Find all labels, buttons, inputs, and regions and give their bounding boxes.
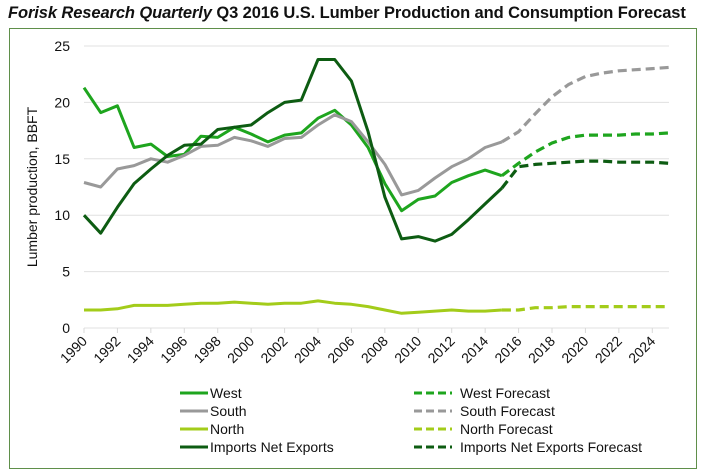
- series-line-imports-net-exports: [82, 58, 503, 243]
- legend: West South North Imports Net Exports West Fo…: [180, 385, 642, 455]
- y-tick-label: 15: [54, 151, 70, 167]
- x-tick-label: 2014: [458, 333, 491, 366]
- legend-item-south: South: [180, 403, 247, 419]
- chart-title-rest: Q3 2016 U.S. Lumber Production and Consu…: [211, 4, 686, 22]
- legend-label: West Forecast: [460, 385, 550, 401]
- legend-item-north-forecast: North Forecast: [414, 421, 553, 437]
- x-tick-label: 1998: [190, 333, 223, 366]
- legend-item-west-forecast: West Forecast: [414, 385, 550, 401]
- x-tick-label: 2004: [291, 333, 324, 366]
- y-tick-label: 25: [54, 38, 70, 54]
- y-axis-title: Lumber production, BBFT: [24, 106, 40, 267]
- x-tick-label: 2006: [324, 333, 357, 366]
- x-tick-label: 2020: [558, 333, 591, 366]
- legend-label: Imports Net Exports: [210, 439, 334, 455]
- legend-item-north: North: [180, 421, 244, 437]
- y-tick-label: 10: [54, 207, 70, 223]
- series-line-south-forecast: [501, 65, 670, 144]
- legend-item-imports-net-exports-forecast: Imports Net Exports Forecast: [414, 439, 642, 455]
- series-line-west: [82, 86, 503, 213]
- x-tick-label: 1990: [57, 333, 90, 366]
- x-axis: [83, 328, 653, 333]
- legend-label: North: [210, 421, 244, 437]
- series-lines: [82, 58, 670, 315]
- x-tick-label: 2008: [358, 333, 391, 366]
- legend-item-south-forecast: South Forecast: [414, 403, 555, 419]
- series-line-south: [83, 113, 503, 197]
- legend-label: West: [210, 385, 242, 401]
- x-tick-label: 2024: [625, 333, 658, 366]
- x-tick-label: 2002: [257, 333, 290, 366]
- x-tick-label: 2018: [525, 333, 558, 366]
- gridlines: [84, 45, 669, 329]
- y-tick-label: 20: [54, 94, 70, 110]
- series-line-north: [84, 299, 502, 315]
- x-tick-label: 2000: [224, 333, 257, 366]
- x-tick-label: 1996: [157, 333, 190, 366]
- series-line-west-forecast: [500, 131, 670, 177]
- x-tick-label: 2012: [424, 333, 457, 366]
- chart-title: Forisk Research Quarterly Q3 2016 U.S. L…: [8, 4, 686, 23]
- y-axis-tick-labels: 0 5 10 15 20 25: [54, 38, 70, 336]
- legend-item-imports-net-exports: Imports Net Exports: [180, 439, 334, 455]
- y-tick-label: 5: [62, 264, 70, 280]
- y-tick-label: 0: [62, 320, 70, 336]
- x-tick-label: 1992: [90, 333, 123, 366]
- x-tick-label: 2010: [391, 333, 424, 366]
- legend-item-west: West: [180, 385, 242, 401]
- legend-label: North Forecast: [460, 421, 553, 437]
- x-tick-label: 2022: [592, 333, 625, 366]
- chart-frame: [9, 28, 697, 469]
- series-line-imports-net-exports-forecast: [500, 159, 670, 190]
- legend-label: Imports Net Exports Forecast: [460, 439, 642, 455]
- x-axis-tick-labels: 1990 1992 1994 1996 1998 2000 2002 2004 2006 2008…: [57, 333, 659, 366]
- x-tick-label: 2016: [491, 333, 524, 366]
- legend-label: South Forecast: [460, 403, 555, 419]
- legend-label: South: [210, 403, 247, 419]
- series-line-north-forecast: [501, 305, 669, 312]
- chart-title-italic: Forisk Research Quarterly: [8, 4, 212, 22]
- x-tick-label: 1994: [124, 333, 157, 366]
